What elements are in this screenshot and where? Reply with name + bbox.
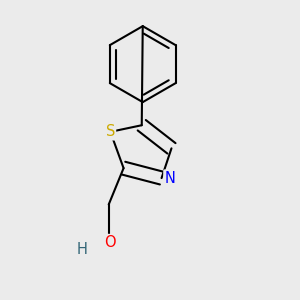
- Text: H: H: [77, 242, 88, 257]
- Text: O: O: [105, 235, 116, 250]
- Text: N: N: [164, 171, 175, 186]
- Text: S: S: [106, 124, 115, 139]
